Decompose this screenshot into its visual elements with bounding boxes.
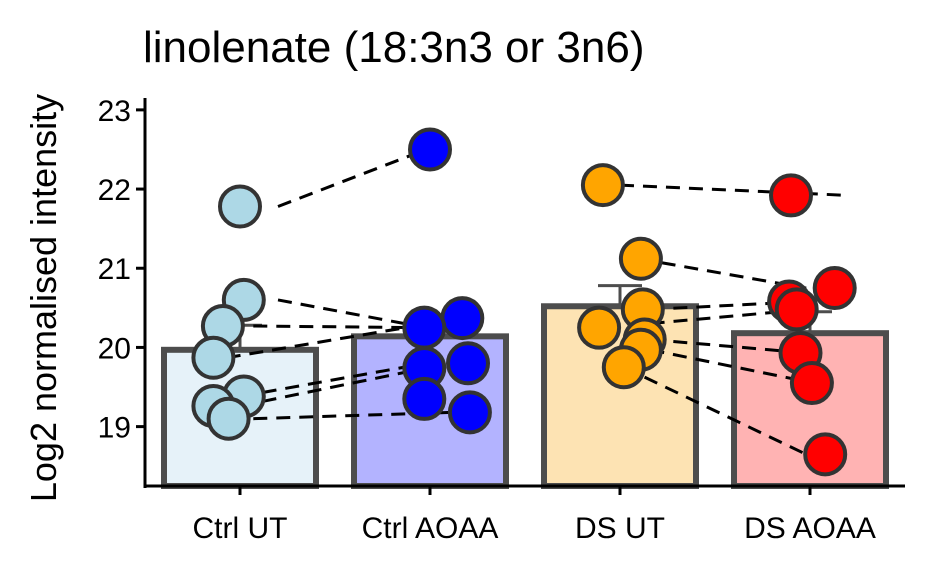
y-tick-label: 22 [98,174,131,207]
paired-line-3 [226,316,463,360]
data-point [218,184,262,229]
y-tick-label: 23 [98,95,131,128]
data-point [803,432,848,477]
data-point [440,296,485,341]
data-point [618,236,663,281]
paired-line-2 [253,324,427,330]
paired-line-11 [650,338,807,355]
data-point [577,305,622,350]
data-point [789,361,834,406]
paired-line-13 [623,365,807,456]
paired-line-12 [650,348,815,385]
data-point [812,266,857,311]
data-point [206,396,251,441]
axes-layer: 19 20 21 22 23 Ctrl UT Ctrl AOAA DS UT DS AOAA [98,95,905,545]
y-tick-label: 20 [98,332,131,365]
points-layer [191,127,857,477]
data-point [408,127,452,172]
data-point [402,305,447,350]
data-point [769,173,813,218]
data-point [191,335,236,380]
x-tick-label: Ctrl UT [193,512,288,545]
x-tick-label: Ctrl AOAA [362,512,499,545]
paired-line-0 [277,148,427,208]
paired-line-4 [239,361,427,398]
y-tick-label: 21 [98,253,131,286]
chart-title: linolenate (18:3n3 or 3n6) [143,23,644,72]
paired-line-9 [650,300,807,311]
paired-line-7 [619,183,849,197]
paired-line-1 [277,298,427,330]
paired-line-5 [239,366,427,408]
bars-layer [161,303,889,490]
y-tick-label: 19 [98,412,131,445]
data-point [774,287,819,332]
data-point [446,341,490,386]
x-tick-label: DS AOAA [744,512,876,545]
data-point [601,345,646,390]
data-point [447,390,492,435]
data-point [580,163,625,208]
data-point [402,376,447,421]
x-tick-label: DS UT [575,512,665,545]
y-axis-title: Log2 normalised intensity [23,94,64,502]
